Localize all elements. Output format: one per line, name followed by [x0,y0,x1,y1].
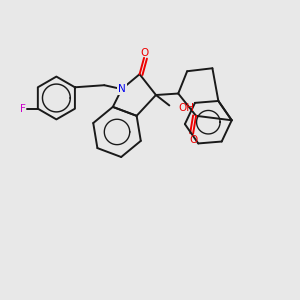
Text: OH: OH [179,103,195,113]
Text: N: N [118,84,126,94]
Text: O: O [140,48,149,58]
Text: O: O [189,135,197,145]
Text: F: F [20,104,26,114]
